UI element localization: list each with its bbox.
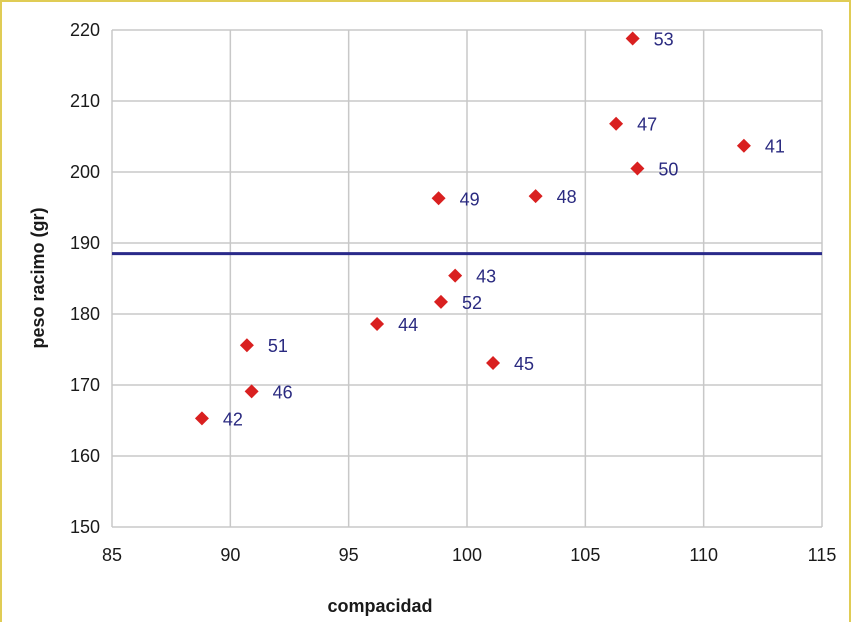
data-point-marker: [528, 189, 543, 204]
x-axis-title: compacidad: [327, 596, 432, 616]
frame-border-left: [0, 0, 2, 622]
data-point-label: 45: [514, 354, 534, 374]
x-tick-label: 100: [452, 545, 482, 565]
data-point-marker: [486, 355, 501, 370]
data-point-label: 42: [223, 409, 243, 429]
data-point-marker: [609, 116, 624, 131]
y-tick-label: 160: [70, 446, 100, 466]
x-tick-label: 95: [339, 545, 359, 565]
data-point-label: 52: [462, 293, 482, 313]
x-tick-label: 85: [102, 545, 122, 565]
data-point-marker: [239, 338, 254, 353]
data-point-marker: [630, 161, 645, 176]
y-tick-label: 180: [70, 304, 100, 324]
data-point-label: 50: [658, 159, 678, 179]
y-tick-label: 220: [70, 20, 100, 40]
y-tick-labels: 150 160 170 180 190 200 210 220: [70, 20, 100, 537]
x-tick-label: 105: [570, 545, 600, 565]
data-point-marker: [736, 138, 751, 153]
data-point-label: 53: [654, 30, 674, 50]
data-point-label: 41: [765, 137, 785, 157]
data-point-label: 47: [637, 115, 657, 135]
frame-border-top: [0, 0, 851, 2]
grid-lines: [111, 29, 823, 528]
data-points: 53 47 41 50 49 48 43 52 44 51 45 46 42: [194, 30, 785, 429]
data-point-marker: [431, 191, 446, 206]
frame-border-right: [849, 0, 851, 622]
y-tick-label: 210: [70, 91, 100, 111]
data-point-marker: [194, 411, 209, 426]
y-tick-label: 150: [70, 517, 100, 537]
data-point-label: 49: [460, 189, 480, 209]
x-tick-label: 115: [808, 545, 837, 565]
data-point-marker: [433, 294, 448, 309]
data-point-marker: [448, 268, 463, 283]
x-tick-label: 110: [689, 545, 718, 565]
x-tick-labels: 85 90 95 100 105 110 115: [102, 545, 836, 565]
data-point-label: 46: [273, 382, 293, 402]
data-point-marker: [625, 31, 640, 46]
data-point-marker: [370, 316, 385, 331]
data-point-label: 44: [398, 315, 418, 335]
data-point-marker: [244, 384, 259, 399]
data-point-label: 51: [268, 336, 288, 356]
y-tick-label: 200: [70, 162, 100, 182]
y-axis-title: peso racimo (gr): [28, 207, 48, 348]
y-tick-label: 190: [70, 233, 100, 253]
y-tick-label: 170: [70, 375, 100, 395]
x-tick-label: 90: [220, 545, 240, 565]
data-point-label: 48: [557, 187, 577, 207]
data-point-label: 43: [476, 267, 496, 287]
